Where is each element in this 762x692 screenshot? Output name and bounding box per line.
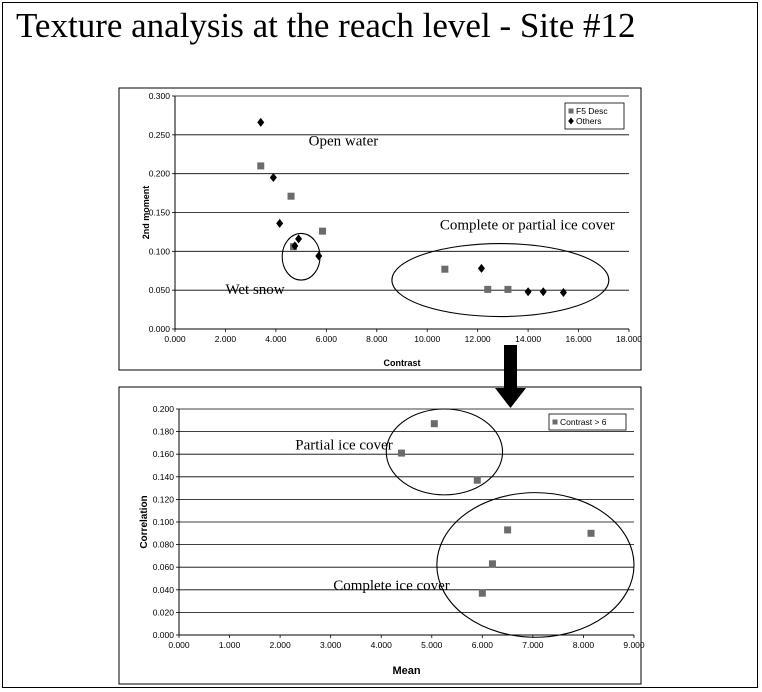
chart-2-point-square xyxy=(504,526,512,534)
chart-1-point-diamond xyxy=(276,218,284,228)
chart-1-annotation: Complete or partial ice cover xyxy=(440,218,615,234)
chart-2-x-tick-label: 8.000 xyxy=(573,640,595,650)
chart-1-y-tick-label: 0.250 xyxy=(149,130,171,140)
chart-1-point-diamond xyxy=(559,287,567,297)
chart-1-x-tick-label: 12.000 xyxy=(465,334,491,344)
chart-2-y-tick-label: 0.100 xyxy=(153,517,175,527)
chart-2-point-square xyxy=(430,420,438,428)
chart-2-x-tick-label: 4.000 xyxy=(371,640,393,650)
chart-2-point-square xyxy=(488,560,496,568)
chart-1-y-tick-label: 0.050 xyxy=(149,285,171,295)
chart-1-x-tick-label: 4.000 xyxy=(265,334,287,344)
chart-2-y-tick-label: 0.180 xyxy=(153,427,175,437)
chart-1-point-square xyxy=(484,285,492,293)
chart-2-x-tick-label: 5.000 xyxy=(421,640,443,650)
chart-2-x-tick-label: 6.000 xyxy=(472,640,494,650)
chart-1-x-tick-label: 10.000 xyxy=(414,334,440,344)
chart-1-y-tick-label: 0.150 xyxy=(149,208,171,218)
chart-2-point-square xyxy=(587,529,595,537)
chart-2-x-tick-label: 2.000 xyxy=(269,640,291,650)
chart-1-x-tick-label: 14.000 xyxy=(515,334,541,344)
chart-2-legend xyxy=(548,413,627,431)
chart-1-x-tick-label: 6.000 xyxy=(316,334,338,344)
chart-2-x-axis-title: Mean xyxy=(392,665,420,677)
chart-1-x-tick-label: 0.000 xyxy=(164,334,186,344)
chart-1-point-diamond xyxy=(315,251,323,261)
chart-2-x-tick-label: 3.000 xyxy=(320,640,342,650)
chart-2-y-tick-label: 0.160 xyxy=(153,449,175,459)
chart-2-y-tick-label: 0.060 xyxy=(153,562,175,572)
chart-1-point-diamond xyxy=(295,234,303,244)
chart-1-x-axis-title: Contrast xyxy=(383,358,420,368)
chart-1-y-tick-label: 0.300 xyxy=(149,91,171,101)
chart-1-x-tick-label: 16.000 xyxy=(566,334,592,344)
chart-2-x-tick-label: 7.000 xyxy=(522,640,544,650)
chart-1-point-square xyxy=(504,285,512,293)
chart-1-y-tick-label: 0.100 xyxy=(149,246,171,256)
chart-2-annotation: Complete ice cover xyxy=(333,578,450,594)
chart-2-annotation: Partial ice cover xyxy=(295,438,392,454)
chart-2-y-tick-label: 0.140 xyxy=(153,472,175,482)
chart-1-point-square xyxy=(441,265,449,273)
chart-1-x-tick-label: 18.000 xyxy=(616,334,642,344)
chart-2-point-square xyxy=(397,449,405,457)
chart-2-y-tick-label: 0.080 xyxy=(153,540,175,550)
chart-2-x-tick-label: 0.000 xyxy=(168,640,190,650)
chart-1-point-diamond xyxy=(524,287,532,297)
chart-2-y-tick-label: 0.040 xyxy=(153,585,175,595)
chart-2-y-axis-title: Correlation xyxy=(139,495,150,548)
chart-2-y-tick-label: 0.200 xyxy=(153,404,175,414)
chart-2-point-square xyxy=(473,476,481,484)
chart-1-legend xyxy=(564,102,625,130)
chart-1-legend-diamond-icon xyxy=(568,117,574,125)
chart-1-point-diamond xyxy=(477,263,485,273)
chart-2-y-tick-label: 0.020 xyxy=(153,607,175,617)
chart-1-y-tick-label: 0.200 xyxy=(149,169,171,179)
chart-2-y-tick-label: 0.120 xyxy=(153,494,175,504)
chart-1-legend-square-icon xyxy=(568,108,574,114)
chart-1-point-square xyxy=(319,227,327,235)
chart-1-legend-label: F5 Desc xyxy=(576,106,608,116)
chart-1-point-diamond xyxy=(539,287,547,297)
chart-1-x-tick-label: 2.000 xyxy=(215,334,237,344)
chart-1-legend-label: Others xyxy=(576,116,602,126)
chart-2-point-square xyxy=(478,589,486,597)
chart-1-point-diamond xyxy=(291,241,299,251)
chart-2-x-tick-label: 9.000 xyxy=(623,640,645,650)
chart-1-annotation: Open water xyxy=(309,134,379,150)
chart-2-cluster-ellipse xyxy=(385,408,504,496)
chart-1-y-tick-label: 0.000 xyxy=(149,324,171,334)
chart-2-legend-label: Contrast > 6 xyxy=(560,417,607,427)
chart-1-point-square xyxy=(287,192,295,200)
chart-1-x-tick-label: 8.000 xyxy=(366,334,388,344)
chart-1-annotation: Wet snow xyxy=(225,282,284,298)
chart-1-point-diamond xyxy=(269,173,277,183)
chart-1-cluster-ellipse xyxy=(391,243,610,318)
chart-1-point-square xyxy=(257,162,265,170)
chart-1-y-axis-title: 2nd moment xyxy=(141,186,151,240)
chart-2-y-tick-label: 0.000 xyxy=(153,630,175,640)
chart-2-legend-square-icon xyxy=(552,419,558,425)
chart-1-point-diamond xyxy=(257,117,265,127)
chart-2-x-tick-label: 1.000 xyxy=(219,640,241,650)
chart-2-cluster-ellipse xyxy=(436,492,635,638)
slide-title: Texture analysis at the reach level - Si… xyxy=(16,6,636,45)
